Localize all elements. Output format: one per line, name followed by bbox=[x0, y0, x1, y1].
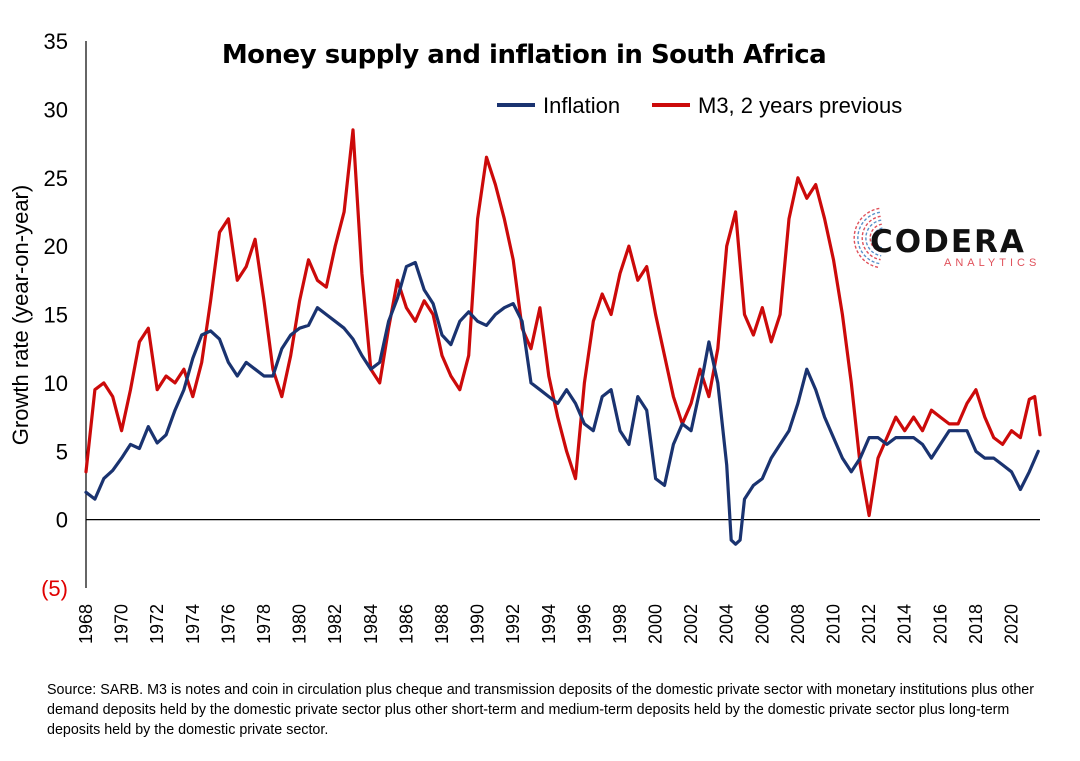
x-tick-label: 2010 bbox=[824, 604, 844, 644]
source-note: Source: SARB. M3 is notes and coin in ci… bbox=[47, 682, 1034, 738]
x-axis: 1968 1970 1972 1974 1976 1978 1980 1982 1984 1986… bbox=[76, 519, 1040, 644]
x-tick-label: 1998 bbox=[610, 604, 630, 644]
logo-name: CODERA bbox=[870, 224, 1026, 260]
logo-arc bbox=[865, 219, 882, 257]
chart-title: Money supply and inflation in South Afri… bbox=[222, 40, 826, 70]
y-tick-label: 10 bbox=[44, 371, 68, 396]
y-tick-label: 20 bbox=[44, 234, 68, 259]
x-tick-label: 2016 bbox=[930, 604, 950, 644]
x-tick-label: 2008 bbox=[788, 604, 808, 644]
y-tick-label: 0 bbox=[56, 508, 68, 533]
x-tick-label: 1990 bbox=[468, 604, 488, 644]
x-tick-label: 2000 bbox=[646, 604, 666, 644]
x-tick-label: 2020 bbox=[1002, 604, 1022, 644]
codera-logo: CODERA ANALYTICS bbox=[853, 207, 1040, 269]
x-tick-label: 1976 bbox=[218, 604, 238, 644]
x-tick-label: 1994 bbox=[539, 604, 559, 644]
logo-tagline: ANALYTICS bbox=[944, 257, 1040, 269]
logo-arc bbox=[857, 211, 881, 265]
logo-arc bbox=[873, 227, 883, 249]
legend: Inflation M3, 2 years previous bbox=[497, 93, 902, 118]
series-m3-line bbox=[84, 128, 1042, 518]
x-tick-label: 2002 bbox=[681, 604, 701, 644]
x-tick-label: 1984 bbox=[361, 604, 381, 644]
y-tick-label: (5) bbox=[41, 576, 68, 601]
legend-entry-inflation: Inflation bbox=[497, 93, 620, 118]
series-layer bbox=[84, 128, 1042, 546]
x-tick-label: 1968 bbox=[76, 604, 96, 644]
y-axis: 35 30 25 20 15 10 5 0 (5) bbox=[41, 29, 87, 601]
x-tick-label: 1974 bbox=[183, 604, 203, 644]
chart: Money supply and inflation in South Afri… bbox=[8, 29, 1042, 644]
logo-mark-icon bbox=[853, 207, 883, 269]
x-tick-label: 2018 bbox=[966, 604, 986, 644]
x-tick-label: 1992 bbox=[503, 604, 523, 644]
x-tick-label: 1972 bbox=[147, 604, 167, 644]
x-tick-label: 1988 bbox=[432, 604, 452, 644]
x-tick-label: 2014 bbox=[895, 604, 915, 644]
x-tick-label: 2012 bbox=[859, 604, 879, 644]
logo-arc bbox=[853, 207, 880, 269]
y-tick-label: 35 bbox=[44, 29, 68, 54]
x-tick-label: 1978 bbox=[254, 604, 274, 644]
logo-arc bbox=[861, 215, 881, 261]
x-tick-label: 2004 bbox=[717, 604, 737, 644]
x-tick-label: 2006 bbox=[752, 604, 772, 644]
legend-label-inflation: Inflation bbox=[543, 93, 620, 118]
legend-entry-m3: M3, 2 years previous bbox=[652, 93, 902, 118]
y-tick-label: 25 bbox=[44, 166, 68, 191]
y-axis-label: Growth rate (year-on-year) bbox=[8, 185, 33, 445]
y-tick-label: 5 bbox=[56, 439, 68, 464]
y-tick-label: 30 bbox=[44, 97, 68, 122]
series-inflation-line bbox=[84, 260, 1040, 546]
y-tick-label: 15 bbox=[44, 303, 68, 328]
x-tick-label: 1970 bbox=[112, 604, 132, 644]
legend-label-m3: M3, 2 years previous bbox=[698, 93, 902, 118]
x-tick-label: 1986 bbox=[396, 604, 416, 644]
x-tick-label: 1982 bbox=[325, 604, 345, 644]
x-tick-label: 1996 bbox=[574, 604, 594, 644]
x-tick-label: 1980 bbox=[290, 604, 310, 644]
